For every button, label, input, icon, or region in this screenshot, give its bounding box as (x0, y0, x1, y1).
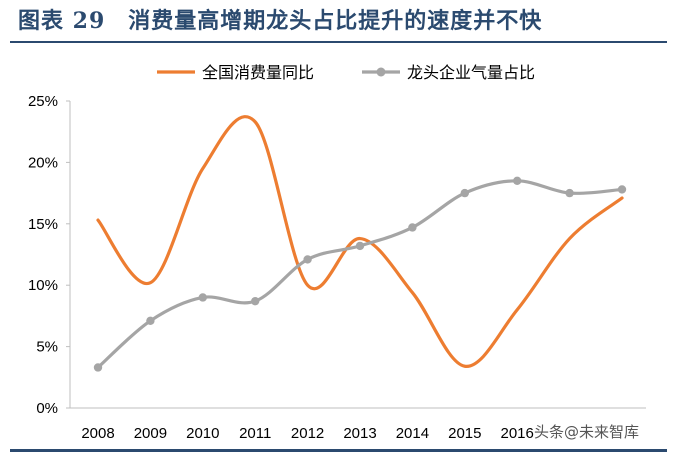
data-point (146, 316, 155, 326)
watermark: 头条@未来智库 (534, 423, 640, 441)
title-divider (10, 41, 667, 43)
data-point (93, 363, 103, 372)
data-point (408, 223, 417, 232)
legend-label-1: 全国消费量同比 (202, 64, 314, 82)
series-line-1 (96, 115, 624, 368)
x-tick-label: 2012 (291, 425, 324, 442)
x-tick-label: 2009 (134, 425, 167, 442)
data-point (303, 255, 312, 264)
y-tick-label: 0% (36, 400, 58, 417)
figure-title: 图表 29 消费量高增期龙头占比提升的速度并不快 (18, 6, 542, 36)
figure-title-text: 消费量高增期龙头占比提升的速度并不快 (128, 8, 543, 34)
y-tick-label: 20% (28, 154, 58, 171)
data-point (355, 241, 365, 251)
data-point (251, 296, 260, 306)
data-point (198, 293, 207, 302)
x-tick-label: 2015 (448, 425, 481, 442)
data-point (513, 176, 522, 186)
x-tick-label: 2014 (396, 425, 429, 442)
bottom-divider (10, 449, 667, 452)
x-tick-label: 2013 (343, 425, 376, 442)
x-tick-label: 2011 (239, 425, 271, 442)
y-tick-label: 5% (36, 339, 58, 356)
figure-label: 图表 29 (18, 8, 106, 34)
data-point (460, 188, 469, 198)
data-point (565, 188, 574, 198)
legend-label-2: 龙头企业气量占比 (407, 64, 535, 82)
data-point (617, 185, 627, 194)
y-tick-label: 15% (28, 216, 58, 233)
y-tick-label: 10% (28, 277, 58, 294)
y-tick-label: 25% (28, 93, 58, 110)
x-tick-label: 2016 (501, 425, 534, 442)
x-tick-label: 2010 (186, 425, 219, 442)
x-tick-label: 2008 (81, 425, 114, 442)
legend-marker (376, 67, 386, 77)
